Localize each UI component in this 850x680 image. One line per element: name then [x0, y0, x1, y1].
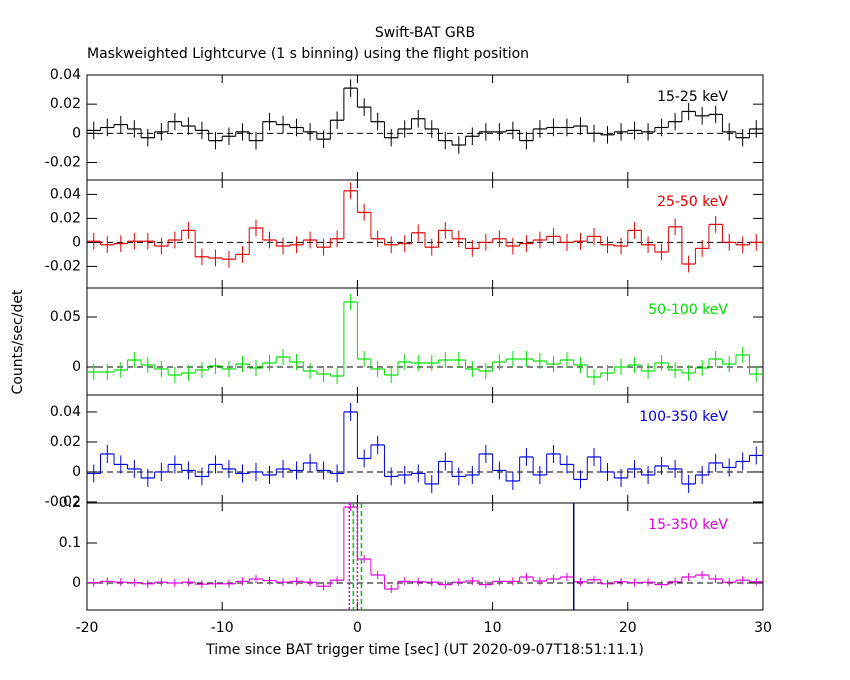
y-tick-label: 0 — [72, 125, 81, 141]
chart-subtitle: Maskweighted Lightcurve (1 s binning) us… — [87, 46, 529, 62]
series-label: 15-350 keV — [648, 517, 728, 533]
panel-frame — [86, 502, 764, 611]
y-tick-label: -0.02 — [45, 494, 81, 510]
y-tick-label: 0.05 — [50, 309, 81, 325]
y-tick-label: 0.04 — [50, 67, 81, 83]
x-tick-label: -10 — [211, 620, 234, 636]
series-label: 100-350 keV — [639, 409, 728, 425]
y-tick-label: 0.04 — [50, 404, 81, 420]
y-tick-label: 0 — [72, 359, 81, 375]
y-tick-label: 0.2 — [59, 495, 81, 511]
series-label: 50-100 keV — [648, 302, 728, 318]
y-tick-label: 0 — [72, 234, 81, 250]
y-tick-label: -0.02 — [45, 155, 81, 171]
y-tick-label: -0.02 — [45, 258, 81, 274]
x-tick-label: 20 — [619, 620, 637, 636]
x-axis-label: Time since BAT trigger time [sec] (UT 20… — [205, 642, 644, 658]
chart-title: Swift-BAT GRB — [375, 25, 475, 41]
y-tick-label: 0.04 — [50, 186, 81, 202]
series-label: 25-50 keV — [657, 194, 728, 210]
y-tick-label: 0 — [72, 575, 81, 591]
x-tick-label: -20 — [76, 620, 99, 636]
y-axis-label: Counts/sec/det — [10, 289, 26, 394]
y-tick-label: 0.02 — [50, 96, 81, 112]
x-tick-label: 10 — [484, 620, 502, 636]
y-tick-label: 0.1 — [59, 535, 81, 551]
y-tick-label: 0.02 — [50, 434, 81, 450]
x-tick-label: 30 — [754, 620, 772, 636]
x-tick-label: 0 — [353, 620, 362, 636]
y-tick-label: 0 — [72, 464, 81, 480]
y-tick-label: 0.02 — [50, 210, 81, 226]
series-label: 15-25 keV — [657, 89, 728, 105]
